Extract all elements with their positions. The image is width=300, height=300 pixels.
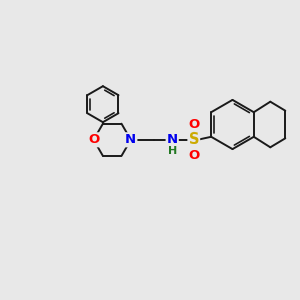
Text: S: S [188,132,199,147]
Text: N: N [167,133,178,146]
Text: O: O [88,133,99,146]
Text: N: N [125,133,136,146]
Text: O: O [188,149,200,162]
Text: O: O [188,118,200,131]
Text: H: H [168,146,177,156]
